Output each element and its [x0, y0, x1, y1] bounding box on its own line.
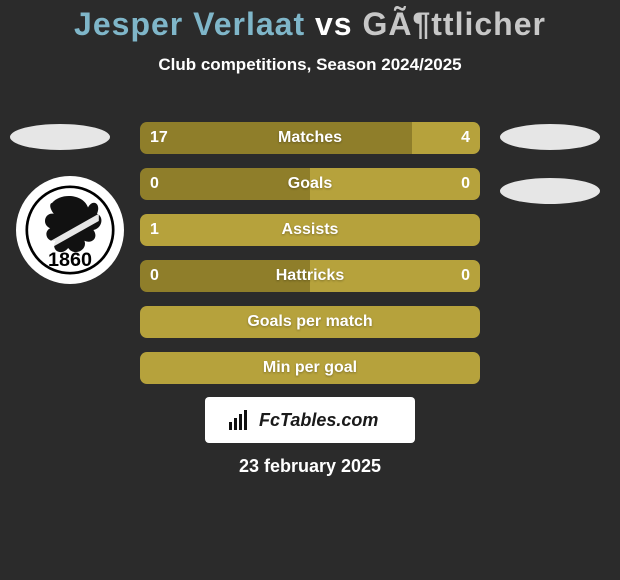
stat-row: Matches17 4 [140, 122, 480, 154]
stats-bars: Matches174Goals00Assists1Hattricks00Goal… [140, 122, 480, 398]
title-row: Jesper Verlaat vs GÃ¶ttlicher [0, 0, 620, 43]
stat-row: Hattricks0 0 [140, 260, 480, 292]
stat-label: Goals [140, 168, 480, 200]
stat-label: Assists [140, 214, 480, 246]
comparison-widget: Jesper Verlaat vs GÃ¶ttlicher Club compe… [0, 0, 620, 580]
stat-label: Min per goal [140, 352, 480, 384]
team-oval-left [10, 124, 110, 150]
brand-text: FcTables.com [259, 410, 378, 431]
stat-value-right: 0 [461, 168, 470, 200]
stat-row: Goals per match [140, 306, 480, 338]
team-oval-right-2 [500, 178, 600, 204]
player1-name: Jesper Verlaat [74, 6, 305, 42]
stat-row: Min per goal [140, 352, 480, 384]
brand-badge: FcTables.com [205, 397, 415, 443]
club-crest: 1860 [16, 176, 124, 284]
player2-name: GÃ¶ttlicher [362, 6, 545, 42]
stat-value-right: 0 [461, 260, 470, 292]
stat-label: Hattricks [140, 260, 480, 292]
stat-value-left: 1 [150, 214, 159, 246]
stat-value-left: 0 [150, 260, 159, 292]
stat-value-left: 17 [150, 122, 168, 154]
club-crest-svg: 1860 [25, 185, 115, 275]
stat-row: Assists1 [140, 214, 480, 246]
date-label: 23 february 2025 [0, 456, 620, 477]
stat-row: Goals0 0 [140, 168, 480, 200]
vs-label: vs [315, 6, 353, 42]
stat-label: Matches [140, 122, 480, 154]
subtitle: Club competitions, Season 2024/2025 [0, 55, 620, 75]
stat-value-left: 0 [150, 168, 159, 200]
team-oval-right-1 [500, 124, 600, 150]
crest-year-text: 1860 [48, 249, 92, 271]
chart-icon [227, 408, 251, 432]
stat-value-right: 4 [461, 122, 470, 154]
stat-label: Goals per match [140, 306, 480, 338]
